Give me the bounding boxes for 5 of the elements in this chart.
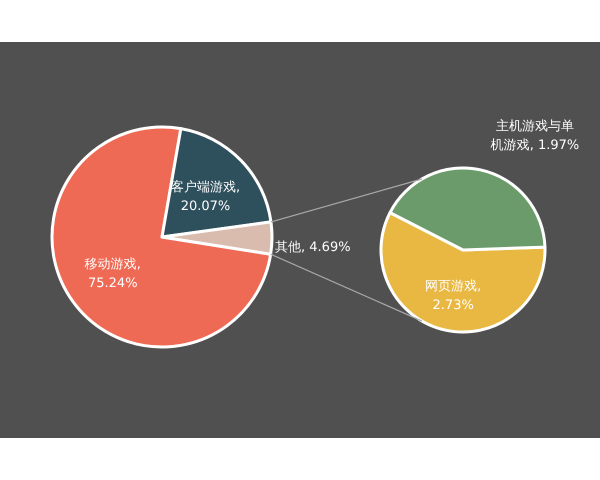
slice-label: 客户端游戏, 20.07% <box>170 178 240 214</box>
slice-label: 其他, 4.69% <box>275 240 351 255</box>
slice-label: 主机游戏与单机游戏, 1.97% <box>490 118 580 153</box>
slice-label: 网页游戏, 2.73% <box>425 279 482 314</box>
slice-label: 移动游戏, 75.24% <box>84 257 141 292</box>
